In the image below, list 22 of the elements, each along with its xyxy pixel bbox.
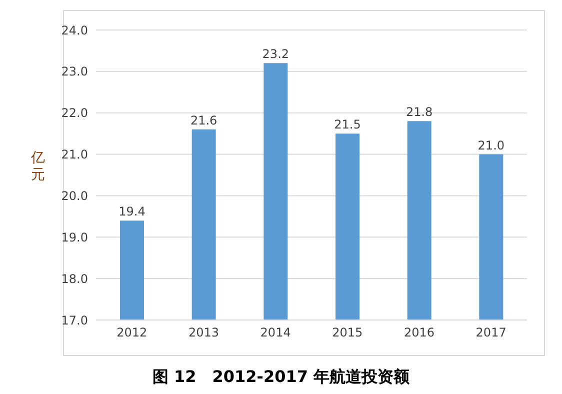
x-tick-label: 2017 (476, 326, 506, 340)
y-tick-label: 19.0 (61, 230, 88, 244)
data-label: 21.8 (406, 105, 433, 120)
data-label: 21.5 (334, 118, 361, 132)
y-tick-label: 23.0 (61, 64, 88, 79)
y-tick-label: 22.0 (61, 106, 88, 120)
y-tick-label: 24.0 (61, 23, 88, 38)
data-label: 21.6 (190, 113, 218, 128)
y-axis-title: 亿元 (30, 150, 46, 184)
x-tick-label: 2012 (116, 326, 148, 340)
x-tick-label: 2013 (188, 326, 220, 340)
data-label: 21.0 (478, 138, 505, 152)
x-tick-label: 2016 (404, 326, 435, 340)
data-label: 19.4 (118, 204, 146, 219)
y-tick-label: 17.0 (61, 313, 88, 328)
y-tick-label: 20.0 (61, 188, 88, 203)
y-tick-label: 18.0 (61, 272, 88, 286)
x-tick-label: 2015 (332, 326, 363, 340)
y-tick-label: 21.0 (61, 148, 88, 162)
data-label: 23.2 (262, 47, 290, 62)
x-tick-label: 2014 (260, 326, 291, 340)
text: 图 12 2012-2017 年航道投资额 (151, 367, 411, 388)
